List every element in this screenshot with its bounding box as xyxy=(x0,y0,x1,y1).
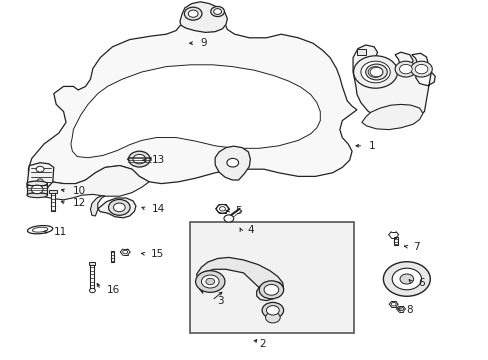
Text: 16: 16 xyxy=(106,285,120,295)
Circle shape xyxy=(390,302,395,306)
Bar xyxy=(393,237,397,245)
Circle shape xyxy=(353,56,397,88)
Bar xyxy=(90,264,94,290)
Circle shape xyxy=(262,302,283,318)
Ellipse shape xyxy=(32,227,48,232)
Circle shape xyxy=(210,6,224,17)
Polygon shape xyxy=(215,146,250,180)
Polygon shape xyxy=(196,257,283,301)
Text: 5: 5 xyxy=(234,206,241,216)
Circle shape xyxy=(216,204,228,213)
Ellipse shape xyxy=(27,226,53,234)
Circle shape xyxy=(367,67,382,77)
Polygon shape xyxy=(71,65,320,158)
Circle shape xyxy=(122,250,127,254)
Text: 2: 2 xyxy=(259,339,265,349)
Circle shape xyxy=(360,61,389,83)
Circle shape xyxy=(365,64,386,80)
Text: 9: 9 xyxy=(200,38,207,48)
Text: 8: 8 xyxy=(405,305,412,315)
Circle shape xyxy=(184,7,202,20)
Circle shape xyxy=(113,203,125,212)
Polygon shape xyxy=(28,166,149,200)
Ellipse shape xyxy=(27,193,47,198)
Polygon shape xyxy=(352,45,434,124)
Polygon shape xyxy=(90,196,105,216)
Circle shape xyxy=(89,288,95,293)
Circle shape xyxy=(205,278,214,285)
Circle shape xyxy=(195,271,224,292)
Circle shape xyxy=(36,166,44,172)
Ellipse shape xyxy=(27,181,47,186)
Circle shape xyxy=(108,199,130,215)
Circle shape xyxy=(414,64,427,74)
Circle shape xyxy=(128,151,150,167)
Bar xyxy=(89,262,95,265)
Polygon shape xyxy=(361,104,422,130)
Circle shape xyxy=(398,307,403,311)
Circle shape xyxy=(394,61,416,77)
Bar xyxy=(356,49,365,55)
Text: 3: 3 xyxy=(217,296,224,306)
Circle shape xyxy=(265,312,280,323)
Circle shape xyxy=(391,268,421,290)
Text: 11: 11 xyxy=(54,227,67,237)
Text: 10: 10 xyxy=(72,186,85,196)
Ellipse shape xyxy=(127,157,151,162)
Circle shape xyxy=(31,185,43,194)
Text: 1: 1 xyxy=(368,141,375,151)
Polygon shape xyxy=(27,163,54,191)
Bar xyxy=(51,192,55,211)
Circle shape xyxy=(37,179,43,183)
Bar xyxy=(27,184,47,195)
Circle shape xyxy=(266,306,279,315)
Circle shape xyxy=(224,215,233,222)
Text: 4: 4 xyxy=(246,225,253,235)
Circle shape xyxy=(264,284,278,295)
Circle shape xyxy=(410,61,431,77)
Circle shape xyxy=(399,274,413,284)
Circle shape xyxy=(226,158,238,167)
Polygon shape xyxy=(180,2,227,32)
Circle shape xyxy=(133,154,145,164)
Polygon shape xyxy=(28,5,356,187)
Bar xyxy=(110,251,114,262)
Text: 7: 7 xyxy=(412,242,419,252)
Circle shape xyxy=(201,275,219,288)
Circle shape xyxy=(369,67,382,77)
Text: 14: 14 xyxy=(151,204,164,214)
Circle shape xyxy=(219,207,225,211)
Circle shape xyxy=(188,10,198,17)
Text: 6: 6 xyxy=(417,278,424,288)
Text: 12: 12 xyxy=(72,198,85,208)
Bar xyxy=(49,190,57,193)
Text: 15: 15 xyxy=(150,249,163,259)
Circle shape xyxy=(399,64,411,74)
Bar xyxy=(189,222,353,333)
Circle shape xyxy=(383,262,429,296)
Circle shape xyxy=(213,9,221,14)
Circle shape xyxy=(259,281,283,299)
Polygon shape xyxy=(98,198,136,218)
Text: 13: 13 xyxy=(151,155,164,165)
